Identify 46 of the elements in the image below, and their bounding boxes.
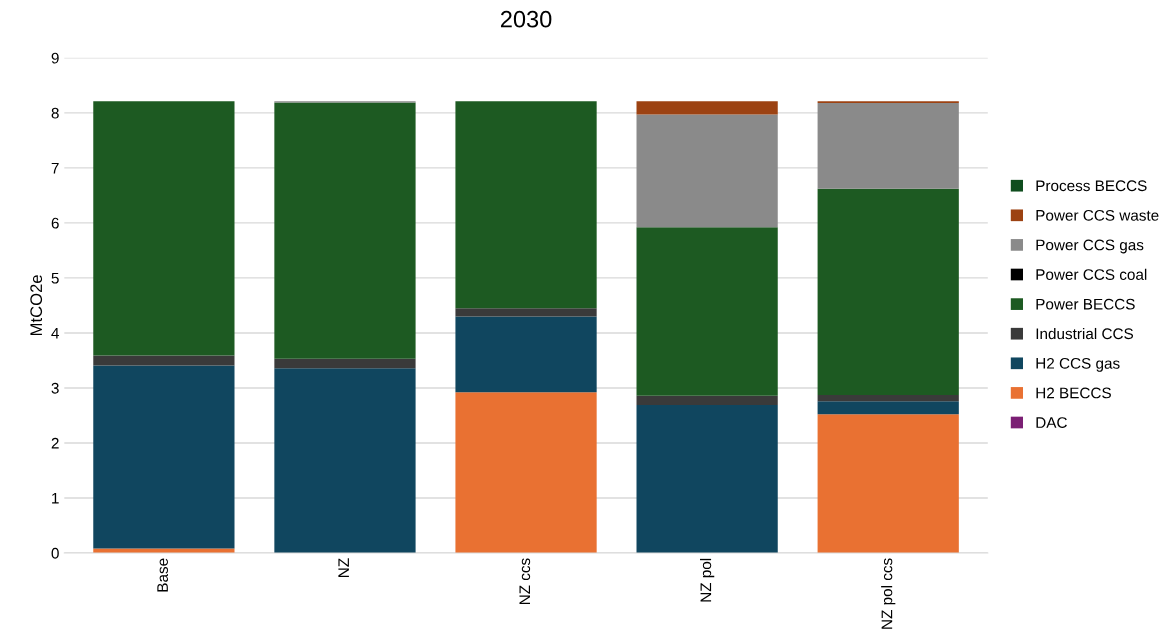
y-tick-label: 1 bbox=[52, 492, 59, 504]
y-tick-label: 5 bbox=[51, 272, 59, 284]
legend-label: Process BECCS bbox=[1036, 180, 1147, 192]
bar bbox=[455, 316, 597, 393]
y-tick-label: 3 bbox=[51, 382, 59, 394]
bar bbox=[636, 405, 778, 553]
bar bbox=[274, 368, 416, 553]
bar bbox=[636, 395, 778, 405]
legend-label: Power CCS waste bbox=[1036, 209, 1159, 221]
legend-label: Power CCS gas bbox=[1036, 239, 1144, 254]
y-tick-label: 0 bbox=[51, 547, 59, 559]
x-tick-label: NZ ccs bbox=[519, 558, 531, 605]
legend-label: H2 CCS gas bbox=[1036, 357, 1120, 372]
chart-title: 2030 bbox=[500, 10, 552, 28]
legend-label: H2 BECCS bbox=[1036, 387, 1111, 399]
bar bbox=[817, 102, 959, 189]
y-tick-label: 2 bbox=[51, 437, 59, 449]
bar bbox=[817, 395, 959, 402]
y-tick-label: 7 bbox=[51, 162, 59, 174]
bar bbox=[455, 392, 597, 553]
x-tick-label: Base bbox=[157, 558, 168, 592]
x-tick-label: NZ pol ccs bbox=[881, 558, 896, 629]
bar bbox=[636, 101, 778, 115]
bar bbox=[274, 358, 416, 369]
x-tick-label: NZ bbox=[338, 558, 349, 577]
y-tick-label: 9 bbox=[51, 52, 59, 64]
y-tick-label: 8 bbox=[51, 107, 59, 119]
bar bbox=[817, 401, 959, 415]
bar bbox=[93, 355, 235, 366]
bar bbox=[817, 188, 959, 396]
y-tick-label: 4 bbox=[51, 327, 59, 339]
legend-label: Power CCS coal bbox=[1036, 268, 1147, 280]
bar bbox=[93, 101, 235, 356]
bar bbox=[455, 101, 597, 309]
bar bbox=[817, 414, 959, 553]
bar bbox=[636, 227, 778, 396]
legend-label: DAC bbox=[1036, 417, 1067, 428]
bar bbox=[455, 308, 597, 317]
legend-label: Power BECCS bbox=[1036, 298, 1135, 310]
y-axis-title: MtCO2e bbox=[30, 275, 43, 336]
bar bbox=[274, 102, 416, 359]
bar bbox=[636, 114, 778, 228]
y-tick-label: 6 bbox=[51, 217, 59, 229]
x-tick-label: NZ pol bbox=[700, 558, 715, 602]
legend-label: Industrial CCS bbox=[1036, 327, 1134, 340]
bar bbox=[93, 365, 235, 549]
